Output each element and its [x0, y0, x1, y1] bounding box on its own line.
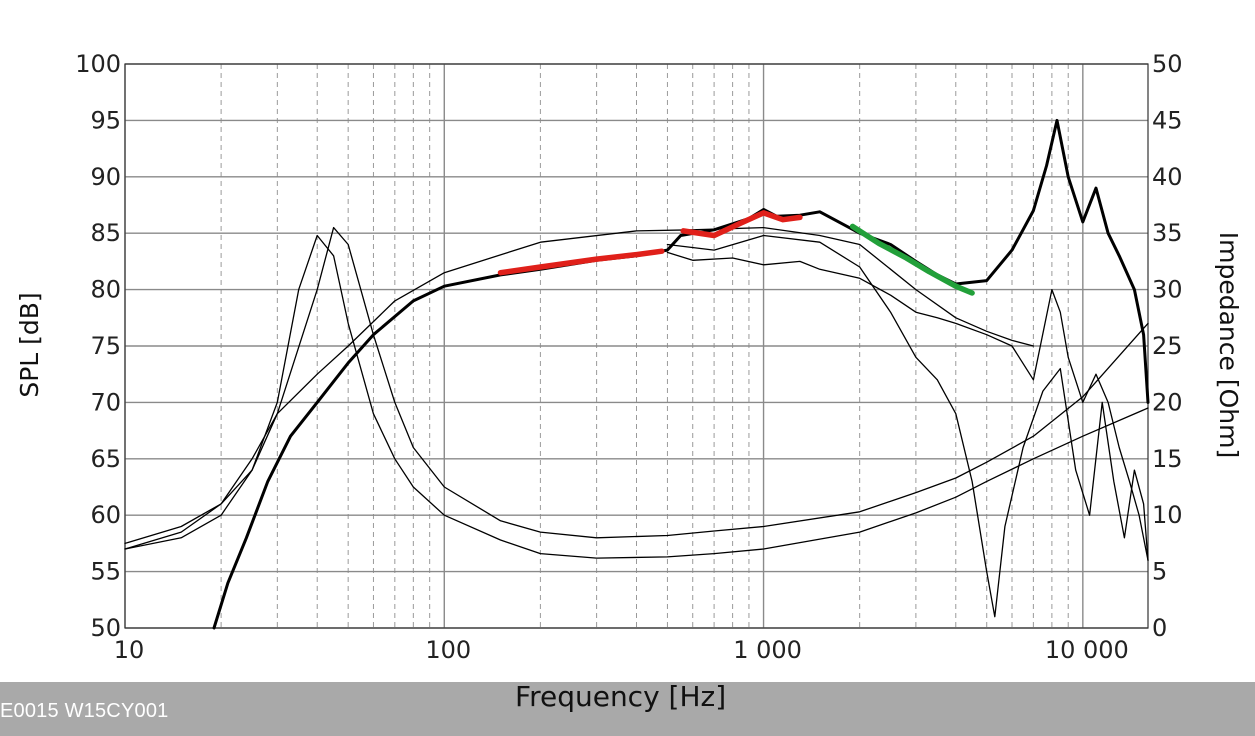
y2-tick-label: 20 [1152, 388, 1183, 416]
y2-tick-label: 15 [1152, 445, 1183, 473]
series-line-5 [124, 234, 1149, 559]
y-tick-label: 50 [90, 614, 121, 642]
y-tick-labels: 50 55 60 65 70 75 80 85 90 95 100 [75, 50, 121, 642]
y2-tick-label: 35 [1152, 219, 1183, 247]
y2-tick-labels: 0 5 10 15 20 25 30 35 40 45 50 [1152, 50, 1183, 642]
y2-tick-label: 45 [1152, 106, 1183, 134]
footer-bar [0, 682, 1255, 736]
y-tick-label: 80 [90, 276, 121, 304]
y2-tick-label: 30 [1152, 276, 1183, 304]
x-tick-label: 10 [114, 636, 145, 664]
plot-frame [124, 63, 1149, 629]
series-line-7 [497, 248, 665, 276]
y-tick-label: 100 [75, 50, 121, 78]
y2-tick-label: 40 [1152, 163, 1183, 191]
y-tick-label: 75 [90, 332, 121, 360]
series-line-4 [124, 226, 1035, 550]
y-axis-title: SPL [dB] [15, 292, 44, 397]
footer-caption: E0015 W15CY001 [0, 700, 169, 722]
y-tick-label: 90 [90, 163, 121, 191]
y-tick-label: 85 [90, 219, 121, 247]
series-line-9 [849, 223, 975, 296]
y2-tick-label: 50 [1152, 50, 1183, 78]
x-tick-label: 10 000 [1045, 636, 1129, 664]
series-line-6 [124, 226, 1149, 545]
x-axis-title: Frequency [Hz] [515, 680, 727, 713]
y-tick-label: 55 [90, 558, 121, 586]
y2-tick-label: 0 [1152, 614, 1167, 642]
y-tick-label: 70 [90, 388, 121, 416]
y-tick-label: 65 [90, 445, 121, 473]
series-line-2 [666, 251, 1149, 561]
series-line-3 [666, 234, 1149, 618]
series-line-1 [212, 118, 1150, 630]
y-tick-label: 95 [90, 106, 121, 134]
x-tick-label: 100 [425, 636, 471, 664]
y2-axis-title: Impedance [Ohm] [1214, 232, 1243, 458]
x-tick-labels: 10 100 1 000 10 000 [114, 636, 1129, 664]
y-tick-label: 60 [90, 501, 121, 529]
y2-tick-label: 10 [1152, 501, 1183, 529]
y2-tick-label: 25 [1152, 332, 1183, 360]
x-tick-label: 1 000 [733, 636, 802, 664]
series-line-8 [680, 210, 803, 239]
y2-tick-label: 5 [1152, 558, 1167, 586]
series-layer [124, 118, 1150, 630]
